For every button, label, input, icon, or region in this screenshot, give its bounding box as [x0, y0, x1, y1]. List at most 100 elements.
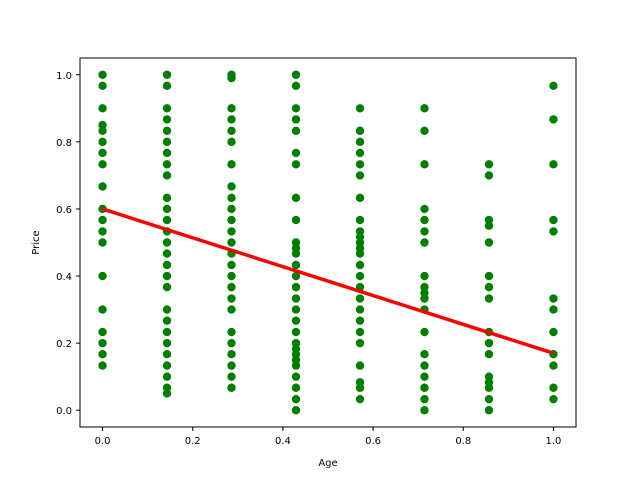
scatter-point	[98, 327, 107, 337]
scatter-point	[227, 193, 236, 203]
scatter-point	[549, 215, 558, 225]
scatter-point	[291, 361, 301, 370]
scatter-point	[227, 104, 236, 113]
scatter-point	[291, 406, 301, 415]
scatter-point	[549, 294, 558, 303]
scatter-point	[549, 361, 558, 370]
scatter-point	[227, 383, 236, 392]
scatter-point	[291, 316, 301, 325]
scatter-point	[162, 389, 172, 398]
scatter-point	[420, 372, 429, 381]
scatter-point	[420, 327, 429, 337]
scatter-point	[162, 171, 172, 180]
scatter-point	[227, 204, 236, 214]
scatter-point	[291, 104, 301, 113]
scatter-point	[98, 215, 107, 225]
scatter-point	[227, 372, 236, 381]
scatter-point	[291, 81, 301, 91]
scatter-point	[484, 350, 494, 359]
scatter-point	[355, 338, 365, 348]
scatter-point	[355, 327, 365, 337]
scatter-point	[484, 271, 494, 281]
scatter-point	[98, 305, 107, 314]
scatter-point	[355, 137, 365, 147]
scatter-point	[227, 160, 236, 169]
scatter-point	[162, 282, 172, 292]
scatter-point	[420, 350, 429, 359]
scatter-point	[549, 383, 558, 392]
scatter-point	[227, 137, 236, 147]
scatter-point	[420, 271, 429, 281]
x-tick-label: 1.0	[546, 436, 562, 447]
scatter-point	[227, 73, 236, 83]
scatter-point	[162, 148, 172, 158]
scatter-point	[227, 271, 236, 281]
scatter-point	[355, 394, 365, 404]
scatter-point	[291, 193, 301, 203]
scatter-point	[355, 215, 365, 225]
axes-spines	[79, 57, 577, 428]
x-tick-label: 0.4	[275, 436, 291, 447]
scatter-point	[291, 271, 301, 281]
scatter-point	[291, 394, 301, 404]
scatter-point	[98, 160, 107, 169]
scatter-point	[291, 372, 301, 381]
scatter-point	[98, 70, 107, 79]
scatter-point	[420, 160, 429, 169]
scatter-point	[484, 160, 494, 169]
scatter-point	[484, 406, 494, 415]
scatter-point	[355, 271, 365, 281]
scatter-point	[98, 81, 107, 91]
y-tick-label: 0.8	[56, 138, 72, 149]
scatter-point	[484, 338, 494, 348]
scatter-point	[355, 260, 365, 270]
scatter-point	[291, 215, 301, 225]
scatter-point	[227, 238, 236, 247]
scatter-point	[484, 383, 494, 392]
scatter-point	[355, 316, 365, 325]
scatter-point	[549, 327, 558, 337]
scatter-point	[420, 238, 429, 247]
scatter-point	[355, 249, 365, 258]
scatter-point	[162, 215, 172, 225]
scatter-point	[162, 372, 172, 381]
scatter-point	[162, 361, 172, 370]
scatter-point	[98, 361, 107, 370]
scatter-point	[355, 148, 365, 158]
scatter-point	[291, 160, 301, 169]
scatter-point	[162, 126, 172, 135]
scatter-point	[355, 126, 365, 135]
scatter-point	[484, 171, 494, 180]
scatter-point	[227, 215, 236, 225]
scatter-point	[291, 148, 301, 158]
scatter-point	[227, 361, 236, 370]
x-tick-label: 0.0	[95, 436, 111, 447]
scatter-point	[355, 160, 365, 169]
scatter-point	[227, 338, 236, 348]
axes-frame	[79, 57, 577, 428]
scatter-point	[291, 294, 301, 303]
scatter-point	[227, 126, 236, 135]
scatter-point	[291, 282, 301, 292]
scatter-point	[549, 394, 558, 404]
x-axis-ticks: 0.0 0.2 0.4 0.6 0.8 1.0	[95, 427, 562, 447]
x-tick-label: 0.2	[185, 436, 201, 447]
scatter-point	[420, 227, 429, 236]
y-tick-label: 0.2	[56, 339, 72, 350]
scatter-point	[98, 137, 107, 147]
scatter-point	[227, 282, 236, 292]
scatter-point	[355, 193, 365, 203]
scatter-point	[291, 126, 301, 135]
x-tick-label: 0.6	[365, 436, 381, 447]
scatter-point	[484, 221, 494, 230]
scatter-point	[162, 260, 172, 270]
x-axis-label: Age	[318, 458, 337, 469]
scatter-point	[227, 327, 236, 337]
scatter-point	[355, 171, 365, 180]
scatter-point	[227, 182, 236, 191]
scatter-point	[162, 104, 172, 113]
scatter-point	[420, 104, 429, 113]
scatter-point	[420, 361, 429, 370]
scatter-point	[98, 338, 107, 348]
